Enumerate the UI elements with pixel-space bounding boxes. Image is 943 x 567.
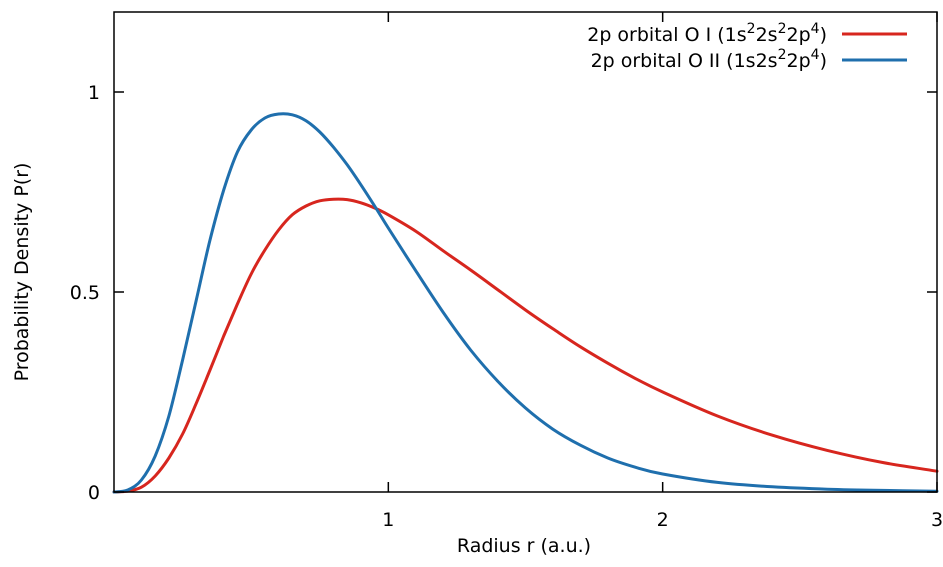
- y-tick-label: 1: [88, 82, 100, 104]
- series-line-o-i: [112, 197, 939, 494]
- y-tick-label: 0.5: [70, 282, 100, 304]
- plot-frame: [113, 11, 938, 493]
- y-tick-label: 0: [88, 482, 100, 504]
- y-axis-label: Probability Density P(r): [11, 163, 33, 382]
- ticks-layer: 1 2 3 0 0.5 1: [70, 12, 943, 531]
- series-layer: [112, 112, 939, 494]
- legend-label-o-i: 2p orbital O I (1s22s22p4): [587, 21, 827, 46]
- series-line-o-ii: [112, 112, 939, 494]
- x-tick-label: 1: [382, 509, 394, 531]
- x-axis-label: Radius r (a.u.): [457, 535, 591, 557]
- legend-label-o-ii: 2p orbital O II (1s2s22p4): [591, 47, 827, 72]
- legend: 2p orbital O I (1s22s22p4)2p orbital O I…: [587, 21, 907, 72]
- x-tick-label: 3: [931, 509, 943, 531]
- x-tick-label: 2: [657, 509, 669, 531]
